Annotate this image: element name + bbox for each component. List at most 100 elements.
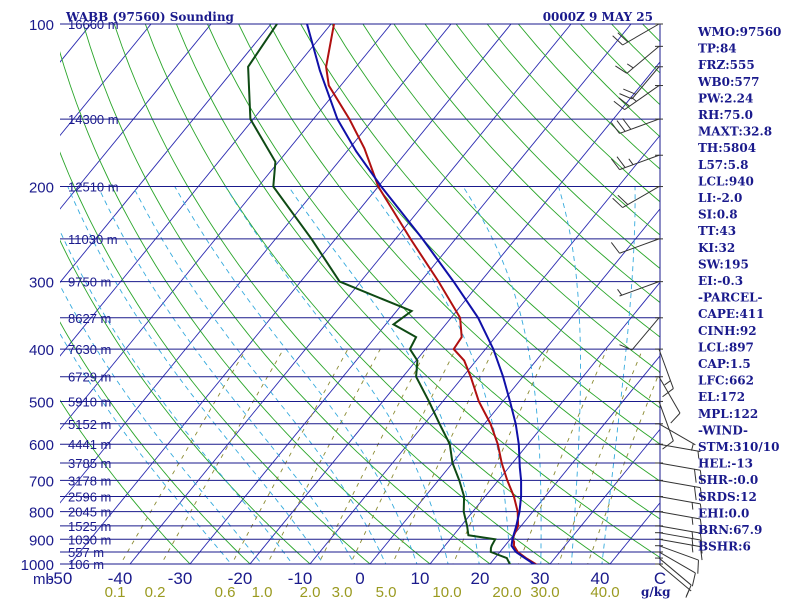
wind-barb xyxy=(655,551,696,587)
index-line: MAXT:32.8 xyxy=(698,125,772,139)
isotherm-line xyxy=(189,24,632,564)
mixing-ratio-label: 20.0 xyxy=(492,584,521,600)
mixing-ratio-line xyxy=(266,348,381,564)
sounding-profiles xyxy=(247,24,538,564)
index-line: RH:75.0 xyxy=(698,108,753,122)
wind-barb-half-flag xyxy=(691,531,694,540)
temperature-tick-label: 0 xyxy=(355,569,364,588)
wind-barb xyxy=(617,281,663,297)
height-label: 2045 m xyxy=(68,505,111,520)
wind-barb-shaft xyxy=(658,479,701,489)
wind-barb-flag xyxy=(693,486,697,501)
dewpoint-profile-line xyxy=(247,24,512,564)
temperature-tick-label: 30 xyxy=(531,569,550,588)
wind-barb-flag xyxy=(699,546,703,561)
index-line: TH:5804 xyxy=(698,141,756,155)
mixing-ratio-line xyxy=(318,348,428,564)
wind-barb-flag xyxy=(691,572,696,587)
temperature-profile-line xyxy=(325,24,538,564)
wind-barb xyxy=(655,532,703,554)
wind-barb-flag xyxy=(616,156,626,168)
wind-barb-flag xyxy=(662,388,674,398)
index-line: -PARCEL- xyxy=(698,291,763,305)
isotherm-line xyxy=(369,208,660,564)
wind-barb-flag xyxy=(619,344,633,351)
height-label: 11030 m xyxy=(68,232,118,247)
isotherm-line xyxy=(549,428,660,564)
wind-barb-flag xyxy=(670,412,681,424)
wind-barb xyxy=(619,317,663,351)
mixing-ratio-label: 2.0 xyxy=(300,584,321,600)
index-line: LFC:662 xyxy=(698,374,754,388)
wind-barb-half-flag xyxy=(617,289,623,296)
temperature-tick-label: -10 xyxy=(288,569,313,588)
index-line: MPL:122 xyxy=(698,407,758,421)
pressure-tick-label: 1000 xyxy=(21,557,54,574)
wind-barb-flag xyxy=(617,194,629,205)
pressure-tick-label: 900 xyxy=(29,532,54,549)
mixing-ratio-line xyxy=(160,348,284,564)
isotherm-line xyxy=(60,24,452,504)
wind-barb-shaft xyxy=(658,401,674,442)
wind-barb-flag xyxy=(615,65,628,74)
height-label: 1030 m xyxy=(68,532,111,547)
height-label: 5152 m xyxy=(68,417,111,432)
wind-barb-flag xyxy=(699,470,703,484)
station-title: WABB (97560) Sounding xyxy=(65,10,235,24)
wind-barb-shaft xyxy=(624,85,660,111)
moist-adiabat-line xyxy=(225,186,449,564)
stability-indices: WMO:97560 TP:84 FRZ:555 WB0:577 PW:2.24 RH:75… xyxy=(697,25,781,554)
index-line: STM:310/10 xyxy=(698,440,779,454)
pressure-tick-label: 200 xyxy=(29,180,54,197)
wind-barb xyxy=(612,186,663,208)
wind-barb xyxy=(655,538,703,561)
wind-barb-flag xyxy=(697,560,699,574)
wind-barb-shaft xyxy=(658,557,692,586)
pressure-units: mb xyxy=(33,571,54,588)
wind-barb-flag xyxy=(685,584,692,598)
mixing-ratio-label: 0.6 xyxy=(215,584,236,600)
height-label: 106 m xyxy=(68,557,104,572)
index-line: LI:-2.0 xyxy=(698,191,742,205)
moist-adiabat-line xyxy=(558,186,581,564)
wind-barb xyxy=(610,118,663,134)
mixing-ratio-label: 0.1 xyxy=(105,584,126,600)
isotherm-line xyxy=(309,134,660,564)
mixing-ratio-label: 1.0 xyxy=(252,584,273,600)
wind-barb-half-flag xyxy=(691,443,694,451)
index-line: SW:195 xyxy=(698,257,749,271)
wind-barb-shaft xyxy=(658,443,701,452)
height-label: 8627 m xyxy=(68,311,111,326)
wind-barb-shaft xyxy=(658,348,674,389)
index-line: CAPE:411 xyxy=(698,307,765,321)
wind-barb-shaft xyxy=(622,23,660,46)
wind-barb-flag xyxy=(617,32,629,43)
wind-barb-shaft xyxy=(631,317,660,351)
wind-barb-flag xyxy=(699,518,703,533)
wind-barb-half-flag xyxy=(697,451,700,459)
wind-barb xyxy=(655,462,703,484)
wind-barb-shaft xyxy=(619,281,660,297)
pressure-tick-label: 800 xyxy=(29,505,54,522)
wind-barb-flag xyxy=(616,120,626,132)
pressure-tick-label: 300 xyxy=(29,275,54,292)
mixing-ratio-label: 10.0 xyxy=(432,584,461,600)
wind-barb-shaft xyxy=(626,45,660,74)
mixing-ratio-label: 30.0 xyxy=(530,584,559,600)
wind-barb-shaft xyxy=(658,538,701,548)
wind-barb-flag xyxy=(699,487,703,502)
index-line: FRZ:555 xyxy=(698,58,755,72)
moist-adiabat-line xyxy=(97,186,356,564)
height-label: 5910 m xyxy=(68,394,111,409)
time-title: 0000Z 9 MAY 25 xyxy=(543,10,653,24)
wind-barb-shaft xyxy=(658,423,696,446)
wind-barb-flag xyxy=(612,197,623,208)
temperature-tick-label: -40 xyxy=(108,569,133,588)
index-line: SI:0.8 xyxy=(698,208,738,222)
index-line: TP:84 xyxy=(698,42,737,56)
wind-barb-half-flag xyxy=(626,63,634,69)
wind-barb-half-flag xyxy=(691,517,694,525)
wind-barb-flag xyxy=(699,533,703,547)
moist-adiabat-line xyxy=(132,186,387,564)
